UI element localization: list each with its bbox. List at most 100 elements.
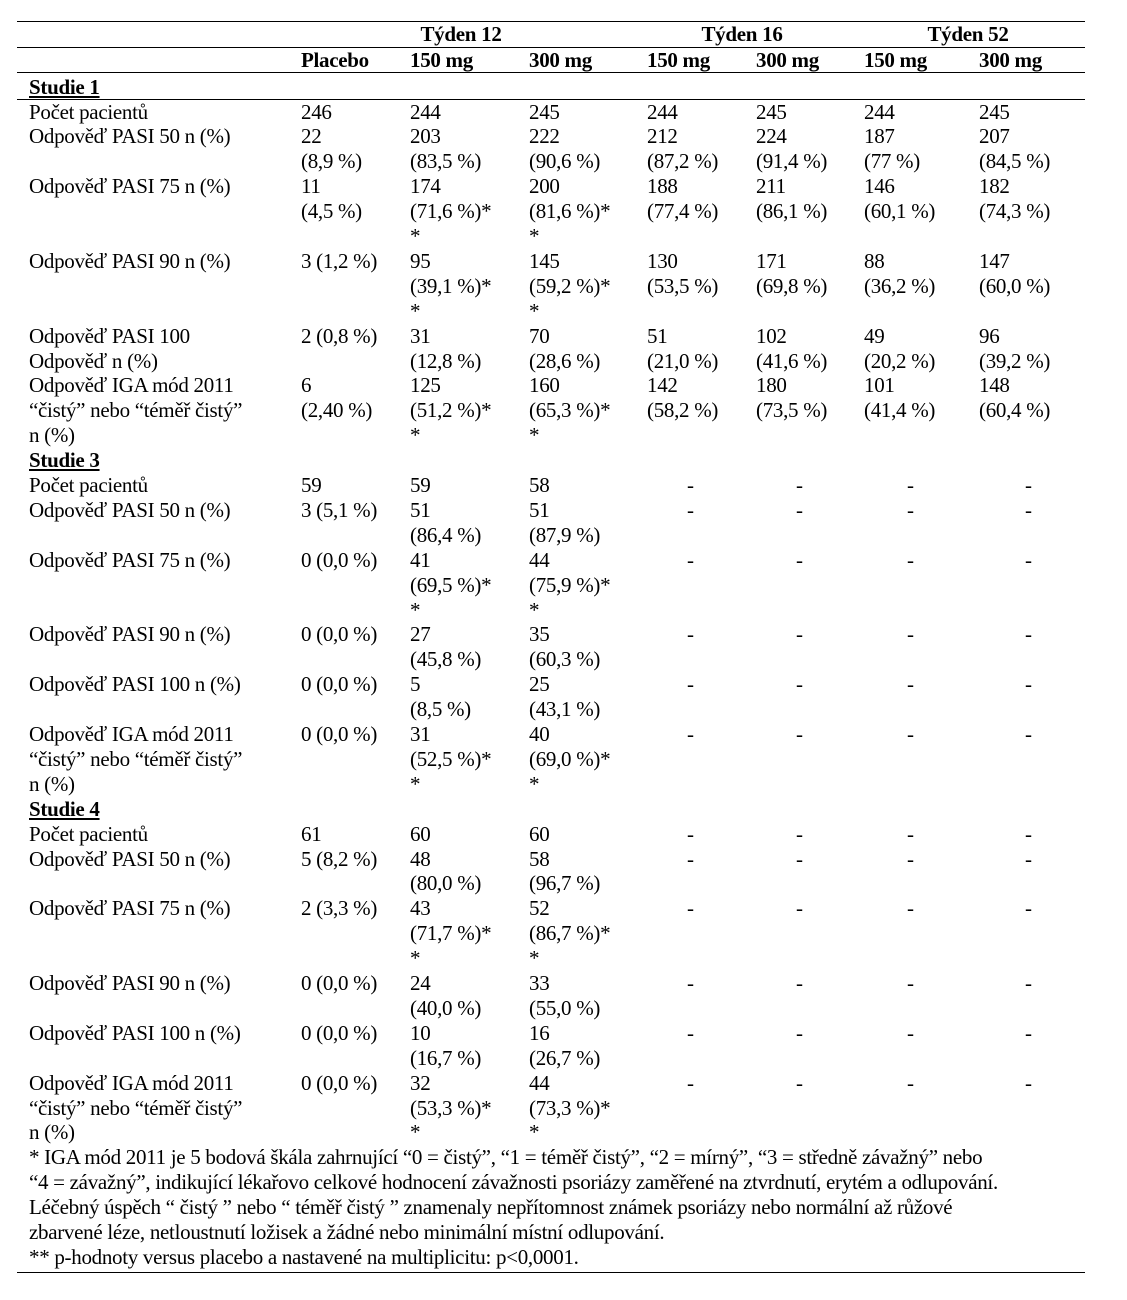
table-cell: (20,2 %) [864,348,936,373]
table-cell: (60,0 %) [979,273,1051,298]
table-cell: * [410,597,421,622]
table-cell: (74,3 %) [979,199,1051,224]
table-cell: - [1025,722,1032,746]
table-cell: (36,2 %) [864,273,936,298]
table-cell: - [1025,846,1032,871]
table-cell: 31 [410,722,431,746]
table-cell: 246 [301,99,332,124]
table-cell: - [907,1070,914,1095]
table-cell: (2,40 %) [301,398,373,423]
table-cell: (71,7 %)* [410,921,492,946]
table-cell: 59 [301,473,322,497]
table-cell: 60 [410,821,431,846]
table-cell: - [687,1070,694,1095]
table-cell: (77 %) [864,149,920,174]
table-cell: (43,1 %) [529,697,601,722]
table-cell: 2 (0,8 %) [301,323,378,348]
table-cell: 224 [756,124,787,149]
column-header: Placebo [301,48,369,72]
footnote: * IGA mód 2011 je 5 bodová škála zahrnuj… [29,1145,1089,1270]
table-cell: 188 [647,174,678,199]
week-rule [17,47,1085,48]
table-cell: (53,3 %)* [410,1095,492,1120]
row-label: n (%) [29,771,75,796]
header-week-52: Týden 52 [927,22,1009,46]
table-cell: * [410,1120,421,1145]
table-cell: - [687,971,694,995]
table-cell: * [529,946,540,971]
table-cell: 174 [410,174,441,199]
table-cell: 6 [301,373,312,398]
table-cell: (26,7 %) [529,1045,601,1070]
footnote-line: zbarvené léze, netloustnutí ložisek a žá… [29,1219,665,1244]
table-cell: (96,7 %) [529,871,601,896]
study-title: Studie 1 [29,74,100,99]
table-cell: 182 [979,174,1010,199]
table-cell: 0 (0,0 %) [301,1070,378,1095]
table-cell: - [1025,1020,1032,1045]
table-cell: - [796,473,803,497]
table-cell: (53,5 %) [647,273,719,298]
row-label: Odpověď PASI 100 n (%) [29,1020,241,1045]
table-cell: - [1025,1070,1032,1095]
table-cell: 125 [410,373,441,398]
table-cell: (28,6 %) [529,348,601,373]
table-cell: (90,6 %) [529,149,601,174]
table-cell: 222 [529,124,560,149]
table-cell: (81,6 %)* [529,199,611,224]
table-cell: 44 [529,1070,550,1095]
footnote-line: ** p-hodnoty versus placebo a nastavené … [29,1244,579,1269]
table-cell: * [410,771,421,796]
table-cell: 22 [301,124,322,149]
table-cell: * [410,224,421,248]
column-header: 150 mg [647,48,710,72]
table-cell: (73,3 %)* [529,1095,611,1120]
table-cell: 142 [647,373,678,398]
table-cell: 35 [529,622,550,647]
table-cell: 24 [410,971,431,995]
row-label: Odpověď PASI 90 n (%) [29,622,231,647]
header-week-16: Týden 16 [701,22,783,46]
table-cell: (84,5 %) [979,149,1051,174]
row-label: “čistý” nebo “téměř čistý” [29,1095,243,1120]
table-cell: * [529,1120,540,1145]
table-cell: (16,7 %) [410,1045,482,1070]
row-label: Odpověď PASI 50 n (%) [29,497,231,522]
table-cell: (4,5 %) [301,199,362,224]
row-label: Odpověď PASI 90 n (%) [29,971,231,995]
table-cell: 58 [529,846,550,871]
table-cell: - [907,473,914,497]
table-cell: (86,4 %) [410,522,482,547]
table-cell: 61 [301,821,322,846]
table-cell: 147 [979,248,1010,273]
table-cell: 244 [647,99,678,124]
table-cell: 0 (0,0 %) [301,547,378,572]
table-cell: 200 [529,174,560,199]
table-cell: (41,6 %) [756,348,828,373]
table-cell: 27 [410,622,431,647]
row-label: Odpověď IGA mód 2011 [29,1070,234,1095]
table-cell: (91,4 %) [756,149,828,174]
row-label: Odpověď PASI 75 n (%) [29,896,231,921]
table-cell: (83,5 %) [410,149,482,174]
table-cell: 88 [864,248,885,273]
table-cell: - [796,846,803,871]
table-cell: - [687,846,694,871]
table-cell: 207 [979,124,1010,149]
table-cell: - [907,722,914,746]
row-label: Odpověď PASI 100 n (%) [29,672,241,697]
table-cell: 212 [647,124,678,149]
table-cell: 0 (0,0 %) [301,971,378,995]
table-cell: * [410,423,421,448]
bottom-rule [17,1272,1085,1273]
table-cell: (8,9 %) [301,149,362,174]
table-cell: (69,0 %)* [529,746,611,771]
row-label: n (%) [29,423,75,448]
table-cell: - [907,497,914,522]
study-title: Studie 4 [29,796,100,821]
row-label: Počet pacientů [29,473,148,497]
table-cell: 3 (1,2 %) [301,248,378,273]
table-cell: (51,2 %)* [410,398,492,423]
row-label: Odpověď PASI 100 [29,323,190,348]
footnote-line: Léčebný úspěch “ čistý ” nebo “ téměř či… [29,1194,953,1219]
